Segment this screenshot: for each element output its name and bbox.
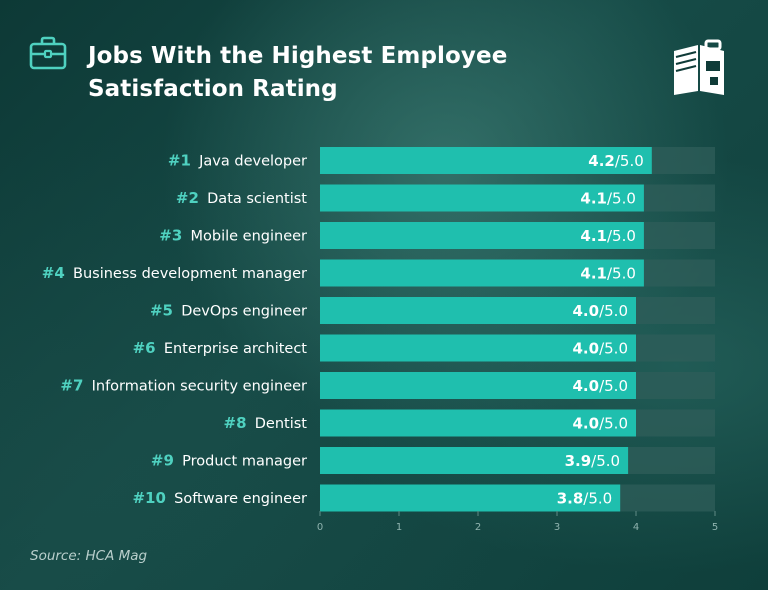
data-label-value: 3.9 <box>565 452 592 470</box>
bar <box>320 372 636 399</box>
data-label-value: 3.8 <box>557 490 584 508</box>
data-label: 4.0/5.0 <box>573 377 629 395</box>
title-line-1: Jobs With the Highest Employee <box>88 43 508 69</box>
rank-label: #2 <box>176 189 204 207</box>
bar-row: 4.0/5.0 #5 DevOps engineer <box>150 297 715 324</box>
data-label-suffix: /5.0 <box>599 415 628 433</box>
rank-label: #9 <box>151 452 179 470</box>
category-label: #1 Java developer <box>168 152 307 170</box>
bar-row: 4.0/5.0 #8 Dentist <box>224 409 715 437</box>
data-label-value: 4.1 <box>580 265 607 283</box>
category-name: DevOps engineer <box>181 304 307 320</box>
bar <box>320 409 636 437</box>
rank-label: #3 <box>159 227 187 245</box>
bar <box>320 184 644 212</box>
data-label-suffix: /5.0 <box>615 152 644 170</box>
bar-row: 4.0/5.0 #6 Enterprise architect <box>133 334 715 362</box>
bar <box>320 297 636 324</box>
bar-row: 4.2/5.0 #1 Java developer <box>168 147 715 174</box>
data-label: 4.2/5.0 <box>588 152 644 170</box>
category-name: Software engineer <box>174 491 307 507</box>
data-label-value: 4.0 <box>573 340 600 358</box>
title-line-2: Satisfaction Rating <box>88 76 338 102</box>
rank-label: #5 <box>150 302 178 320</box>
data-label-suffix: /5.0 <box>607 265 636 283</box>
rank-label: #8 <box>224 414 252 432</box>
data-label: 4.1/5.0 <box>580 265 636 283</box>
briefcase-icon <box>29 36 67 70</box>
chart-title: Jobs With the Highest Employee Satisfact… <box>88 40 608 106</box>
x-tick-label: 4 <box>633 522 639 533</box>
bar <box>320 259 644 287</box>
category-label: #3 Mobile engineer <box>159 227 307 245</box>
rank-label: #1 <box>168 152 196 170</box>
data-label: 4.0/5.0 <box>573 340 629 358</box>
data-label-suffix: /5.0 <box>607 190 636 208</box>
category-label: #2 Data scientist <box>176 189 307 207</box>
data-label-value: 4.1 <box>580 227 607 245</box>
data-label-suffix: /5.0 <box>599 340 628 358</box>
category-name: Data scientist <box>207 191 307 207</box>
bar-row: 3.9/5.0 #9 Product manager <box>151 447 715 474</box>
category-name: Product manager <box>182 454 307 470</box>
category-name: Information security engineer <box>92 379 307 395</box>
category-name: Dentist <box>255 416 308 432</box>
bar-row: 4.1/5.0 #3 Mobile engineer <box>159 222 715 249</box>
data-label: 4.0/5.0 <box>573 302 629 320</box>
data-label: 4.0/5.0 <box>573 415 629 433</box>
category-label: #9 Product manager <box>151 452 307 470</box>
bar <box>320 447 629 474</box>
data-label-suffix: /5.0 <box>599 302 628 320</box>
rank-label: #6 <box>133 339 161 357</box>
data-label-value: 4.1 <box>580 190 607 208</box>
category-label: #10 Software engineer <box>132 489 307 507</box>
category-label: #5 DevOps engineer <box>150 302 307 320</box>
source-note: Source: HCA Mag <box>30 548 148 564</box>
data-label-suffix: /5.0 <box>599 377 628 395</box>
bar <box>320 484 621 512</box>
rank-label: #7 <box>60 377 88 395</box>
bar <box>320 222 644 249</box>
x-tick-label: 2 <box>475 522 481 533</box>
rank-label: #10 <box>132 489 171 507</box>
data-label-value: 4.2 <box>588 152 615 170</box>
category-name: Java developer <box>198 154 307 170</box>
data-label-suffix: /5.0 <box>583 490 612 508</box>
book-backpack-logo-icon <box>674 39 724 95</box>
rank-label: #4 <box>42 264 70 282</box>
category-name: Mobile engineer <box>190 229 307 245</box>
data-label: 3.9/5.0 <box>565 452 621 470</box>
data-label-suffix: /5.0 <box>591 452 620 470</box>
bar-row: 3.8/5.0 #10 Software engineer <box>132 484 715 512</box>
category-label: #4 Business development manager <box>42 264 307 282</box>
x-tick-label: 3 <box>554 522 560 533</box>
x-tick-label: 0 <box>317 522 323 533</box>
category-name: Enterprise architect <box>164 341 307 357</box>
data-label-suffix: /5.0 <box>607 227 636 245</box>
bar <box>320 334 636 362</box>
data-label: 4.1/5.0 <box>580 227 636 245</box>
category-label: #8 Dentist <box>224 414 308 432</box>
bar <box>320 147 652 174</box>
x-tick-label: 1 <box>396 522 402 533</box>
x-tick-label: 5 <box>712 522 718 533</box>
data-label-value: 4.0 <box>573 377 600 395</box>
category-label: #7 Information security engineer <box>60 377 307 395</box>
data-label: 3.8/5.0 <box>557 490 613 508</box>
data-label: 4.1/5.0 <box>580 190 636 208</box>
data-label-value: 4.0 <box>573 302 600 320</box>
bar-row: 4.0/5.0 #7 Information security engineer <box>60 372 715 399</box>
bar-row: 4.1/5.0 #2 Data scientist <box>176 184 715 212</box>
data-label-value: 4.0 <box>573 415 600 433</box>
category-name: Business development manager <box>73 266 307 282</box>
bar-row: 4.1/5.0 #4 Business development manager <box>42 259 715 287</box>
category-label: #6 Enterprise architect <box>133 339 308 357</box>
